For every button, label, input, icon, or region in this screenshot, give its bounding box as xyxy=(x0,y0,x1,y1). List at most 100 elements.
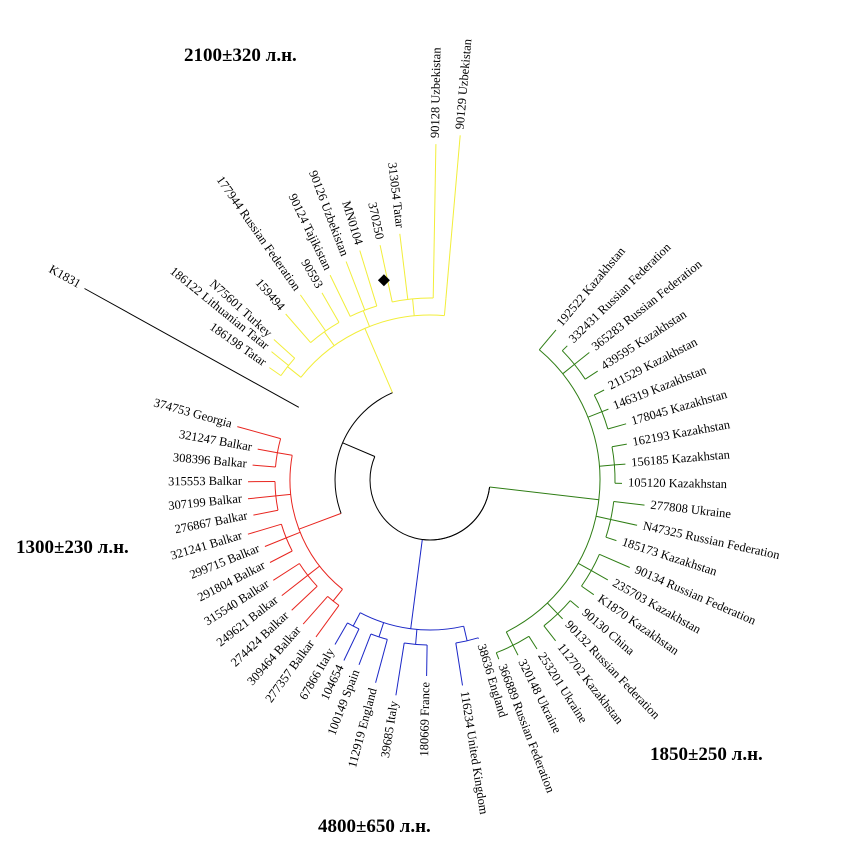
leaf-label: 315553 Balkar xyxy=(168,474,243,489)
leaf-label: 105120 Kazakhstan xyxy=(628,475,728,491)
tree-branch xyxy=(505,631,514,646)
tree-branch xyxy=(613,501,645,506)
tree-branch xyxy=(343,628,360,661)
tree-branch xyxy=(610,519,638,526)
tree-branch xyxy=(252,464,276,468)
tree-branch xyxy=(321,292,340,323)
tree-branch xyxy=(302,596,328,625)
tree-branch xyxy=(432,144,437,299)
tree-branch xyxy=(299,294,327,332)
tree-branch xyxy=(410,539,423,629)
tree-branch xyxy=(275,493,291,497)
tree-branch xyxy=(84,288,300,408)
tree-branch xyxy=(362,310,370,327)
leaf-label: 159494 xyxy=(253,276,289,314)
tree-branch xyxy=(364,328,393,393)
tree-branch xyxy=(495,652,500,660)
leaf-label: 90129 Uzbekistan xyxy=(453,38,475,130)
tree-branch xyxy=(323,331,335,346)
tree-branch xyxy=(599,464,615,467)
diamond-marker xyxy=(377,274,390,287)
tree-branch xyxy=(547,602,559,615)
tree-branch xyxy=(607,423,627,430)
tree-branch xyxy=(445,135,461,299)
leaf-label: 277808 Ukraine xyxy=(650,498,732,521)
tree-branch xyxy=(548,329,557,339)
tree-branch xyxy=(375,639,388,683)
date-label-red-clade: 1300±230 л.н. xyxy=(16,537,129,558)
tree-branch xyxy=(599,553,630,568)
tree-branch xyxy=(277,452,293,456)
tree-branch xyxy=(412,298,415,316)
tree-branch xyxy=(257,448,278,454)
tree-branch xyxy=(528,636,538,650)
tree-branch xyxy=(269,550,293,563)
leaf-label: 308396 Balkar xyxy=(172,450,248,470)
tree-arc xyxy=(334,392,393,514)
tree-branch xyxy=(345,261,366,311)
leaf-label: 39685 Italy xyxy=(378,699,401,759)
tree-branch xyxy=(273,339,296,359)
tree-branch xyxy=(298,512,342,530)
tree-branch xyxy=(584,370,598,380)
tree-branch xyxy=(611,443,627,448)
date-label-green-clade: 1850±250 л.н. xyxy=(650,744,763,765)
date-label-yellow-clade: 2100±320 л.н. xyxy=(184,45,297,66)
tree-branch xyxy=(587,411,603,418)
tree-branch xyxy=(285,313,311,343)
tree-branch xyxy=(287,366,302,378)
tree-branch xyxy=(561,345,568,352)
tree-branch xyxy=(594,389,605,396)
tree-branch xyxy=(562,364,575,375)
tree-branch xyxy=(291,585,318,611)
tree-branch xyxy=(463,626,468,641)
tree-branch xyxy=(358,633,372,665)
tree-branch xyxy=(379,245,393,303)
tree-branch xyxy=(269,367,282,377)
tree-branch xyxy=(342,442,375,457)
tree-arc xyxy=(422,486,491,541)
tree-branch xyxy=(334,622,348,645)
leaf-label: 90128 Uzbekistan xyxy=(428,47,444,139)
tree-branch xyxy=(359,250,378,307)
tree-branch xyxy=(329,274,351,317)
leaf-label: 177944 Russian Federation xyxy=(214,173,304,294)
leaf-label: 116234 United Kingdom xyxy=(458,690,491,815)
leaf-label: 180669 France xyxy=(417,681,432,756)
tree-branch xyxy=(264,537,287,547)
tree-branch xyxy=(352,612,361,627)
tree-branch xyxy=(395,642,405,696)
tree-branch xyxy=(247,523,282,535)
tree-branch xyxy=(489,486,599,501)
tree-branch xyxy=(605,536,617,542)
tree-branch xyxy=(577,562,592,572)
tree-branch xyxy=(574,352,590,365)
tree-branch xyxy=(253,509,279,516)
leaf-label: 370250 xyxy=(365,201,386,241)
leaf-label: K1831 xyxy=(47,262,84,291)
tree-branch xyxy=(557,613,563,620)
tree-branch xyxy=(614,463,626,466)
leaf-label: 307199 Balkar xyxy=(168,491,244,513)
tree-branch xyxy=(512,645,519,656)
tree-branch xyxy=(455,642,463,686)
tree-branch xyxy=(237,426,281,440)
tree-branch xyxy=(569,600,580,609)
tree-branch xyxy=(378,622,385,638)
leaf-label: 156185 Kazakhstan xyxy=(631,447,731,469)
tree-branch xyxy=(281,574,309,596)
tree-branch xyxy=(271,351,289,366)
leaf-label: 313054 Tatar xyxy=(385,161,407,229)
tree-branch xyxy=(399,233,409,300)
tree-branch xyxy=(543,625,556,642)
tree-branch xyxy=(415,629,418,645)
date-label-blue-clade: 4800±650 л.н. xyxy=(318,816,431,837)
tree-branch xyxy=(591,570,609,581)
leaf-label: 374753 Georgia xyxy=(152,396,234,431)
tree-branch xyxy=(332,588,343,602)
tree-branch xyxy=(315,605,340,638)
tree-branch xyxy=(581,585,595,596)
tree-branch xyxy=(595,515,611,520)
tree-branch xyxy=(247,495,276,500)
